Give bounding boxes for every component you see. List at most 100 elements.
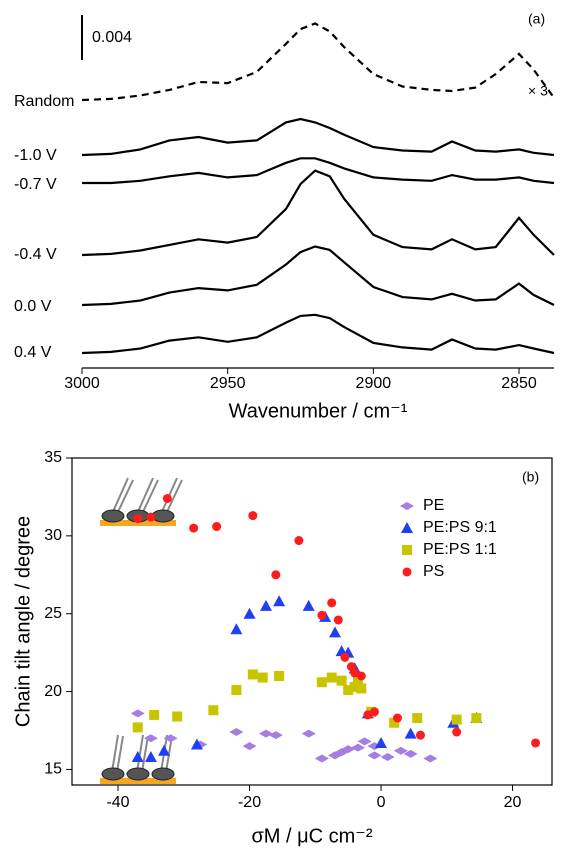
- point: [146, 512, 156, 522]
- point: [393, 746, 408, 755]
- point: [301, 729, 316, 738]
- x-tick-label: 3000: [64, 375, 100, 392]
- y-tick-label: 20: [44, 683, 62, 700]
- point: [271, 570, 281, 580]
- point: [451, 714, 462, 725]
- point: [189, 523, 199, 533]
- y-tick-label: 30: [44, 527, 62, 544]
- point: [356, 683, 367, 694]
- legend-label: PE: [423, 497, 444, 514]
- point: [172, 711, 183, 722]
- point: [351, 743, 366, 752]
- point: [403, 749, 418, 758]
- point: [247, 669, 258, 680]
- point: [273, 595, 286, 607]
- point: [380, 752, 395, 761]
- plot-frame: [71, 457, 553, 786]
- point: [229, 728, 244, 737]
- x-tick-label: 2900: [356, 375, 392, 392]
- x-tick-label: -20: [238, 794, 261, 811]
- point: [341, 745, 356, 754]
- series-label: -0.4 V: [14, 246, 57, 263]
- point: [531, 738, 541, 748]
- point: [314, 754, 329, 763]
- y-tick-label: 35: [44, 449, 62, 466]
- series-label: Random: [14, 93, 74, 110]
- x-axis-title: σM / μC cm⁻²: [251, 825, 372, 847]
- point: [356, 671, 366, 681]
- point: [375, 736, 388, 748]
- x-tick-label: 20: [504, 794, 522, 811]
- point: [190, 738, 203, 750]
- point: [357, 737, 372, 746]
- point: [349, 681, 360, 692]
- y-tick-label: 15: [44, 761, 62, 778]
- point: [130, 709, 145, 718]
- spectrum-line: [81, 169, 555, 257]
- x-tick-label: 2950: [210, 375, 246, 392]
- point: [343, 685, 354, 696]
- point: [452, 727, 462, 737]
- y-tick-label: 25: [44, 605, 62, 622]
- spectrum-line: [81, 245, 555, 307]
- legend-marker: [402, 567, 412, 577]
- point: [133, 514, 143, 524]
- point: [149, 709, 160, 720]
- point: [162, 493, 172, 503]
- point: [317, 610, 327, 620]
- spectrum-line: [81, 117, 555, 157]
- legend-marker: [400, 502, 414, 510]
- point: [329, 626, 342, 638]
- point: [392, 713, 402, 723]
- point: [327, 598, 337, 608]
- point: [302, 599, 315, 611]
- panel-label: (a): [528, 11, 545, 27]
- point: [248, 511, 258, 521]
- series-label: -1.0 V: [14, 147, 57, 164]
- spectrum-line: [81, 313, 555, 355]
- legend-marker: [402, 545, 412, 555]
- point: [242, 742, 257, 751]
- inset-bottom: [100, 734, 176, 784]
- legend-marker: [401, 522, 413, 533]
- series-label: 0.0 V: [14, 298, 52, 315]
- point: [471, 713, 482, 724]
- x-tick-label: -40: [106, 794, 129, 811]
- panel-label: (b): [522, 469, 539, 485]
- point: [340, 652, 350, 662]
- point: [389, 717, 400, 728]
- point: [415, 730, 425, 740]
- point: [404, 727, 417, 739]
- x-axis-title: Wavenumber / cm⁻¹: [229, 400, 408, 422]
- point: [336, 675, 347, 686]
- point: [367, 751, 382, 760]
- series-label: -0.7 V: [14, 176, 57, 193]
- point: [316, 677, 327, 688]
- point: [257, 672, 268, 683]
- y-axis-title: Chain tilt angle / degree: [12, 516, 34, 727]
- point: [353, 675, 364, 686]
- point: [369, 707, 379, 717]
- point: [294, 536, 304, 546]
- legend-label: PE:PS 1:1: [423, 541, 497, 558]
- spectrum-line: [82, 157, 555, 185]
- point: [423, 754, 438, 763]
- legend-label: PS: [423, 563, 444, 580]
- point: [412, 713, 423, 724]
- point: [131, 750, 144, 762]
- point: [163, 734, 178, 743]
- point: [208, 705, 219, 716]
- point: [258, 729, 273, 738]
- point: [212, 522, 222, 532]
- legend-label: PE:PS 9:1: [423, 519, 497, 536]
- point: [143, 734, 158, 743]
- point: [274, 671, 285, 681]
- point: [326, 672, 337, 683]
- point: [243, 607, 256, 619]
- point: [144, 750, 157, 762]
- point: [333, 615, 343, 625]
- x-tick-label: 2850: [501, 375, 537, 392]
- point: [230, 623, 243, 635]
